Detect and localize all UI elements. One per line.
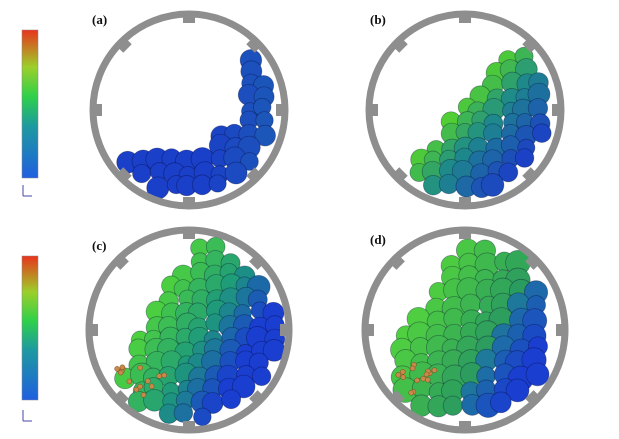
lifter [389, 254, 405, 270]
panel-label: (a) [92, 12, 107, 27]
lifter [459, 13, 471, 23]
fine-particle [115, 366, 120, 371]
fine-particle [138, 365, 143, 370]
lifter [113, 254, 129, 270]
particle [532, 124, 551, 143]
fine-particle [149, 384, 154, 389]
drum [364, 229, 566, 431]
lifter [552, 104, 562, 116]
drum [88, 229, 290, 431]
fine-particle [141, 392, 146, 397]
lifter [364, 324, 374, 336]
fine-particle [421, 376, 426, 381]
particle [439, 174, 458, 193]
figure: (a) (b) (c) (d) [0, 0, 619, 439]
particle [222, 390, 241, 409]
lifter [280, 324, 290, 336]
fine-particle [400, 369, 405, 374]
drum [92, 13, 286, 207]
panel-label: (d) [370, 232, 386, 247]
panel-label: (c) [92, 238, 106, 253]
fine-particle [432, 368, 437, 373]
drum [368, 13, 562, 207]
particle [133, 164, 151, 182]
fine-particle [127, 379, 132, 384]
lifter [459, 421, 471, 431]
lifter [92, 104, 102, 116]
colorbar-bottom [22, 256, 38, 421]
particle [443, 396, 462, 415]
particle [209, 175, 226, 192]
lifter [183, 197, 195, 207]
particle [252, 367, 271, 386]
fine-particle [145, 379, 150, 384]
lifter [183, 421, 195, 431]
fine-particle [409, 390, 414, 395]
lifter [249, 254, 265, 270]
fine-particle [157, 374, 162, 379]
lifter [183, 229, 195, 239]
lifter [392, 37, 408, 53]
lifter [116, 37, 132, 53]
colorbar-top [22, 30, 38, 196]
particle [193, 408, 211, 426]
particle [526, 363, 549, 386]
fine-particle [138, 384, 143, 389]
fine-particle [162, 373, 167, 378]
lifter [522, 167, 538, 183]
lifter [392, 167, 408, 183]
fine-particle [401, 375, 406, 380]
fine-particle [424, 372, 429, 377]
lifter [459, 197, 471, 207]
particle [515, 149, 534, 168]
fine-particle [410, 366, 415, 371]
particle [490, 392, 511, 413]
fine-particle [396, 372, 401, 377]
fine-particle [120, 365, 125, 370]
fine-particle [425, 377, 430, 382]
lifter [183, 13, 195, 23]
particle [174, 404, 193, 423]
lifter [368, 104, 378, 116]
particle [481, 174, 504, 197]
fine-particle [415, 378, 420, 383]
particle [225, 162, 247, 184]
lifter [556, 324, 566, 336]
panel-label: (b) [370, 12, 386, 27]
lifter [113, 390, 129, 406]
lifter [276, 104, 286, 116]
lifter [459, 229, 471, 239]
lifter [88, 324, 98, 336]
